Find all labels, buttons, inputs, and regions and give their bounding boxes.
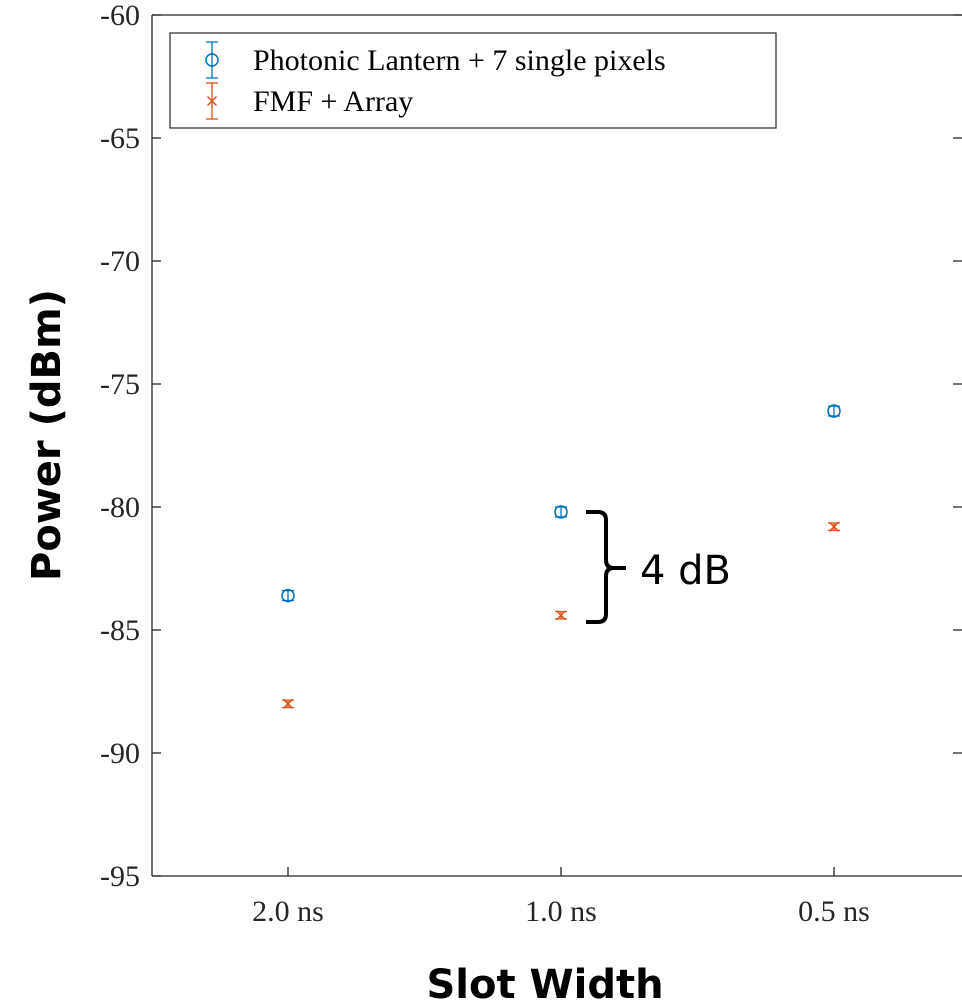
y-axis-title: Power (dBm) [24, 289, 70, 581]
circle-marker [554, 505, 568, 519]
data-point [555, 610, 567, 621]
legend-circle-marker [205, 53, 219, 67]
legend: Photonic Lantern + 7 single pixels FMF + … [169, 32, 777, 129]
annotation: 4 dB [586, 510, 731, 624]
y-tick-label: -60 [100, 0, 140, 32]
data-point [281, 588, 295, 603]
circle-marker [281, 588, 295, 603]
y-tick-label: -70 [100, 245, 140, 278]
circle-marker [827, 404, 841, 418]
annotation-label: 4 dB [640, 548, 731, 594]
legend-label: FMF + Array [253, 85, 413, 118]
x-marker [282, 698, 294, 709]
annotation-brace [586, 510, 626, 624]
y-tick-label: -95 [100, 860, 140, 893]
y-tick-label: -65 [100, 122, 140, 155]
legend-box [169, 32, 777, 129]
legend-label: Photonic Lantern + 7 single pixels [253, 44, 666, 77]
data-marks [281, 404, 841, 709]
y-tick-label: -85 [100, 614, 140, 647]
axis-ticks: -95 -90 -85 -80 -75 -70 -65 -60 2.0 ns 1.0 ns 0.5 … [100, 0, 962, 928]
y-tick-label: -90 [100, 737, 140, 770]
data-point [828, 521, 840, 532]
data-point [282, 698, 294, 709]
x-marker [555, 610, 567, 621]
x-tick-label: 2.0 ns [252, 895, 324, 928]
x-tick-label: 1.0 ns [525, 895, 597, 928]
legend-x-marker [206, 95, 218, 107]
legend-entry: Photonic Lantern + 7 single pixels [205, 41, 666, 79]
legend-entries: Photonic Lantern + 7 single pixels FMF + … [205, 41, 666, 120]
x-axis-title: Slot Width [426, 962, 663, 1002]
plot-area: -95 -90 -85 -80 -75 -70 -65 -60 2.0 ns 1.0 ns 0.5 … [100, 0, 962, 928]
y-tick-label: -75 [100, 368, 140, 401]
legend-entry: FMF + Array [206, 82, 413, 120]
x-tick-label: 0.5 ns [798, 895, 870, 928]
data-point [554, 505, 568, 519]
data-point [827, 404, 841, 418]
x-marker [828, 521, 840, 532]
y-tick-label: -80 [100, 491, 140, 524]
